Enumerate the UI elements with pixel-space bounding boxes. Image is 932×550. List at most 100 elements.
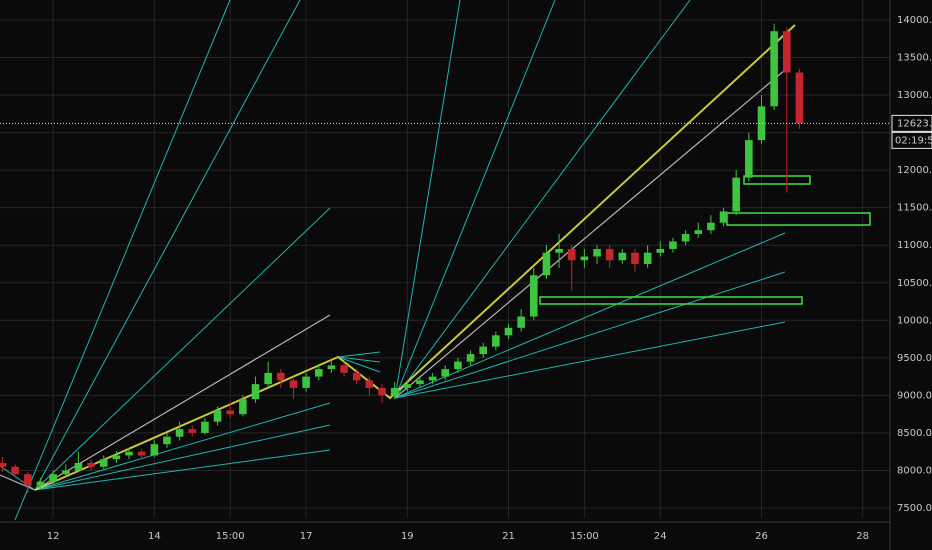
- candle-body: [403, 384, 412, 388]
- x-tick-label: 21: [502, 531, 515, 542]
- fan-line: [394, 0, 691, 399]
- candle-body: [732, 177, 740, 212]
- zone-box: [539, 296, 803, 305]
- fan-line: [34, 424, 331, 491]
- candle-body: [49, 474, 57, 482]
- candle-body: [365, 380, 374, 388]
- y-tick-label: 8000.0: [897, 465, 932, 476]
- candle-body: [479, 346, 487, 355]
- candle-body: [390, 387, 399, 396]
- fan-line: [34, 207, 331, 491]
- countdown-box: [891, 131, 932, 149]
- candle-body: [264, 372, 272, 385]
- candle-body: [175, 429, 184, 437]
- candle-body: [226, 410, 235, 415]
- y-tick-label: 10500.0: [897, 278, 932, 289]
- fan-line: [394, 0, 461, 399]
- candle-body: [352, 372, 361, 381]
- x-tick-label: 15:00: [570, 531, 599, 542]
- candle-body: [36, 481, 45, 486]
- candle-body: [112, 455, 121, 460]
- candle-body: [517, 316, 525, 328]
- y-tick-label: 13000.0: [897, 90, 932, 101]
- candle-body: [707, 222, 715, 231]
- y-tick-label: 9500.0: [897, 353, 932, 364]
- candle-body: [416, 380, 424, 385]
- x-tick-label: 24: [654, 531, 667, 542]
- candle-body: [631, 252, 639, 264]
- y-tick-label: 10000.0: [897, 315, 932, 326]
- candle-body: [201, 421, 209, 433]
- candle-body: [580, 256, 589, 261]
- candle-body: [719, 211, 728, 223]
- drawings: [0, 0, 871, 521]
- zone-box: [743, 175, 811, 185]
- candle-body: [681, 233, 690, 242]
- candle-body: [782, 31, 791, 73]
- y-tick-label: 11000.0: [897, 240, 932, 251]
- candle-body: [11, 466, 19, 475]
- candles: [0, 23, 804, 493]
- x-tick-label: 26: [755, 531, 768, 542]
- y-tick-label: 13500.0: [897, 53, 932, 64]
- fan-line: [34, 314, 331, 491]
- candle-body: [327, 365, 336, 370]
- fan-line: [394, 232, 786, 399]
- candle-body: [163, 436, 171, 445]
- candle-body: [795, 72, 804, 124]
- candle-body: [302, 376, 310, 388]
- candle-body: [605, 248, 614, 261]
- fan-line: [394, 321, 786, 399]
- price-label-box: [891, 114, 932, 132]
- candle-body: [567, 248, 576, 261]
- x-tick-label: 14: [148, 531, 161, 542]
- candle-body: [466, 354, 475, 362]
- candle-body: [504, 327, 513, 336]
- candle-body: [669, 241, 677, 249]
- candle-body: [24, 474, 32, 486]
- fan-line: [394, 271, 786, 399]
- candle-body: [74, 462, 83, 471]
- candle-body: [555, 248, 563, 253]
- candle-body: [770, 31, 778, 107]
- fan-line: [14, 0, 231, 521]
- candle-body: [530, 275, 538, 317]
- fan-line: [394, 69, 786, 399]
- x-tick-label: 12: [47, 531, 60, 542]
- candle-body: [593, 248, 601, 257]
- candle-body: [125, 451, 133, 456]
- candle-body: [757, 106, 766, 141]
- candle-body: [454, 361, 462, 370]
- candle-body: [289, 380, 298, 388]
- x-tick-label: 19: [401, 531, 414, 542]
- fan-line: [394, 0, 556, 399]
- y-tick-label: 7500.0: [897, 503, 932, 514]
- y-tick-label: 8500.0: [897, 428, 932, 439]
- fan-line: [337, 356, 381, 373]
- candle-body: [428, 376, 437, 381]
- countdown-label: 02:19:56: [895, 135, 932, 146]
- candle-body: [492, 335, 500, 347]
- candle-body: [239, 399, 247, 415]
- trend-line: [34, 24, 796, 491]
- y-tick-label: 9000.0: [897, 390, 932, 401]
- candle-body: [694, 230, 703, 234]
- x-tick-label: 15:00: [216, 531, 245, 542]
- fan-line: [34, 0, 301, 491]
- candle-body: [137, 451, 146, 456]
- candle-body: [0, 462, 7, 467]
- x-tick-label: 17: [300, 531, 313, 542]
- candle-body: [150, 444, 159, 456]
- candle-body: [618, 252, 627, 261]
- candle-body: [251, 384, 260, 400]
- fan-line: [0, 465, 36, 491]
- candle-body: [61, 470, 70, 475]
- candle-body: [87, 462, 95, 467]
- candle-body: [99, 459, 108, 467]
- fan-line: [34, 449, 331, 491]
- y-tick-label: 12000.0: [897, 165, 932, 176]
- candle-body: [378, 387, 386, 396]
